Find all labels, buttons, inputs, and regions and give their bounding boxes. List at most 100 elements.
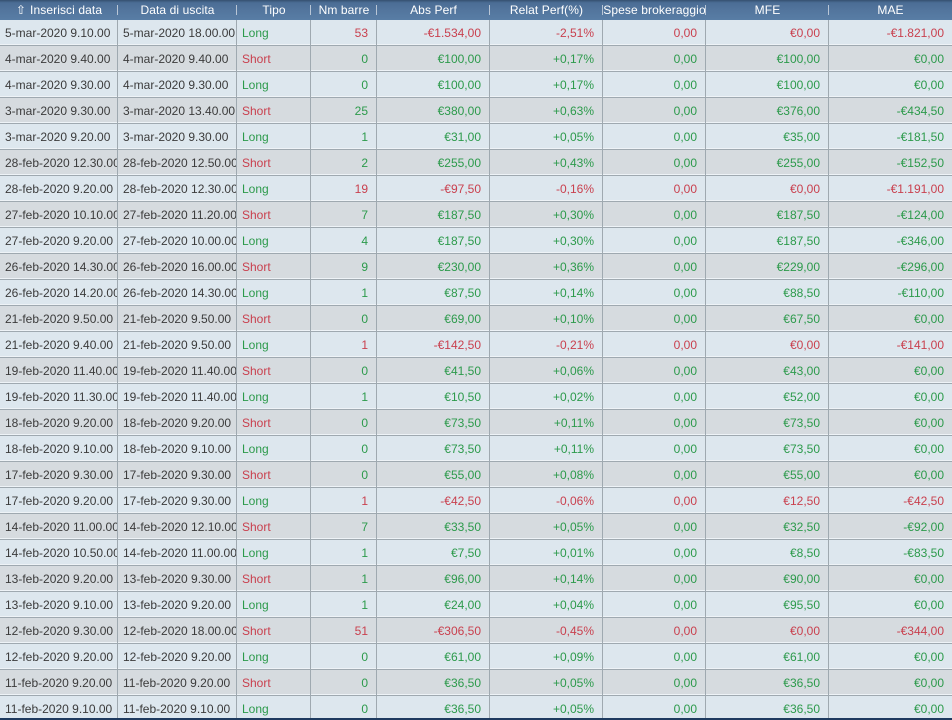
cell-mfe: €100,00 [706, 72, 829, 97]
column-header-rel[interactable]: Relat Perf(%) [490, 0, 603, 20]
cell-tipo: Long [237, 332, 311, 357]
table-row[interactable]: 5-mar-2020 9.10.00 5-mar-2020 18.00.00 Lon… [0, 20, 952, 46]
cell-abs: €24,00 [377, 592, 490, 617]
cell-bars: 1 [311, 488, 377, 513]
table-row[interactable]: 12-feb-2020 9.20.00 12-feb-2020 9.20.00 Lo… [0, 644, 952, 670]
table-row[interactable]: 4-mar-2020 9.40.00 4-mar-2020 9.40.00 Shor… [0, 46, 952, 72]
table-row[interactable]: 18-feb-2020 9.10.00 18-feb-2020 9.10.00 Lo… [0, 436, 952, 462]
cell-exit: 5-mar-2020 18.00.00 [118, 20, 237, 45]
cell-mfe: €187,50 [706, 228, 829, 253]
cell-rel: +0,10% [490, 306, 603, 331]
cell-abs: €100,00 [377, 72, 490, 97]
cell-bars: 0 [311, 696, 377, 718]
column-header-label: Nm barre [318, 3, 370, 17]
cell-rel: +0,14% [490, 566, 603, 591]
cell-mfe: €187,50 [706, 202, 829, 227]
cell-mae: -€92,00 [903, 519, 944, 534]
table-row[interactable]: 28-feb-2020 12.30.00 28-feb-2020 12.50.00… [0, 150, 952, 176]
cell-mae: -€110,00 [897, 285, 944, 300]
column-header-mae[interactable]: MAE [829, 0, 952, 20]
cell-tipo: Long [237, 384, 311, 409]
cell-bars: 0 [311, 306, 377, 331]
table-row[interactable]: 17-feb-2020 9.30.00 17-feb-2020 9.30.00 Sh… [0, 462, 952, 488]
table-row[interactable]: 21-feb-2020 9.40.00 21-feb-2020 9.50.00 Lo… [0, 332, 952, 358]
cell-tipo: Short [237, 202, 311, 227]
cell-exit: 11-feb-2020 9.10.00 [118, 696, 237, 718]
cell-rel: +0,08% [490, 462, 603, 487]
table-row[interactable]: 12-feb-2020 9.30.00 12-feb-2020 18.00.00 S… [0, 618, 952, 644]
table-row[interactable]: 19-feb-2020 11.30.00 19-feb-2020 11.40.00… [0, 384, 952, 410]
cell-mfe: €73,50 [706, 436, 829, 461]
column-header-abs[interactable]: Abs Perf [377, 0, 490, 20]
table-row[interactable]: 19-feb-2020 11.40.00 19-feb-2020 11.40.00… [0, 358, 952, 384]
cell-mae: €0,00 [913, 571, 944, 586]
cell-exit: 18-feb-2020 9.10.00 [118, 436, 237, 461]
table-row[interactable]: 13-feb-2020 9.10.00 13-feb-2020 9.20.00 Lo… [0, 592, 952, 618]
cell-rel: +0,11% [490, 410, 603, 435]
table-row[interactable]: 14-feb-2020 10.50.00 14-feb-2020 11.00.00… [0, 540, 952, 566]
cell-mfe: €95,50 [706, 592, 829, 617]
table-row[interactable]: 11-feb-2020 9.20.00 11-feb-2020 9.20.00 Sh… [0, 670, 952, 696]
cell-exit: 17-feb-2020 9.30.00 [118, 488, 237, 513]
cell-bars: 1 [311, 332, 377, 357]
cell-rel: +0,04% [490, 592, 603, 617]
column-header-tipo[interactable]: Tipo [237, 0, 311, 20]
cell-entry: 17-feb-2020 9.30.00 [0, 462, 118, 487]
cell-bars: 1 [311, 540, 377, 565]
cell-mae: €0,00 [913, 77, 944, 92]
cell-mfe: €0,00 [706, 20, 829, 45]
column-header-fees[interactable]: Spese brokeraggio [603, 0, 706, 20]
table-row[interactable]: 26-feb-2020 14.20.00 26-feb-2020 14.30.00… [0, 280, 952, 306]
cell-mae: €0,00 [913, 363, 944, 378]
cell-exit: 28-feb-2020 12.30.00 [118, 176, 237, 201]
table-row[interactable]: 26-feb-2020 14.30.00 26-feb-2020 16.00.00… [0, 254, 952, 280]
table-row[interactable]: 14-feb-2020 11.00.00 14-feb-2020 12.10.00… [0, 514, 952, 540]
table-row[interactable]: 3-mar-2020 9.20.00 3-mar-2020 9.30.00 Long… [0, 124, 952, 150]
cell-fees: 0,00 [603, 306, 706, 331]
cell-abs: €230,00 [377, 254, 490, 279]
cell-fees: 0,00 [603, 540, 706, 565]
cell-abs: €55,00 [377, 462, 490, 487]
table-row[interactable]: 11-feb-2020 9.10.00 11-feb-2020 9.10.00 Lo… [0, 696, 952, 718]
cell-bars: 53 [311, 20, 377, 45]
cell-abs: €96,00 [377, 566, 490, 591]
column-header-mfe[interactable]: MFE [706, 0, 829, 20]
cell-entry: 11-feb-2020 9.10.00 [0, 696, 118, 718]
cell-mae: €0,00 [913, 51, 944, 66]
table-row[interactable]: 28-feb-2020 9.20.00 28-feb-2020 12.30.00 L… [0, 176, 952, 202]
cell-exit: 26-feb-2020 16.00.00 [118, 254, 237, 279]
cell-rel: +0,05% [490, 124, 603, 149]
cell-exit: 12-feb-2020 18.00.00 [118, 618, 237, 643]
cell-bars: 7 [311, 202, 377, 227]
column-header-label: Spese brokeraggio [603, 3, 706, 17]
cell-abs: €187,50 [377, 202, 490, 227]
cell-bars: 0 [311, 436, 377, 461]
table-row[interactable]: 17-feb-2020 9.20.00 17-feb-2020 9.30.00 Lo… [0, 488, 952, 514]
table-row[interactable]: 21-feb-2020 9.50.00 21-feb-2020 9.50.00 Sh… [0, 306, 952, 332]
cell-mae: €0,00 [913, 389, 944, 404]
table-row[interactable]: 3-mar-2020 9.30.00 3-mar-2020 13.40.00 Sho… [0, 98, 952, 124]
table-row[interactable]: 27-feb-2020 10.10.00 27-feb-2020 11.20.00… [0, 202, 952, 228]
cell-mfe: €36,50 [706, 670, 829, 695]
column-header-label: Abs Perf [410, 3, 457, 17]
cell-entry: 19-feb-2020 11.30.00 [0, 384, 118, 409]
column-header-exit[interactable]: Data di uscita [118, 0, 237, 20]
cell-bars: 2 [311, 150, 377, 175]
cell-tipo: Short [237, 410, 311, 435]
table-row[interactable]: 13-feb-2020 9.20.00 13-feb-2020 9.30.00 Sh… [0, 566, 952, 592]
column-header-entry[interactable]: ⇧ Inserisci data [0, 0, 118, 20]
cell-mae: -€141,00 [896, 337, 944, 352]
column-header-bars[interactable]: Nm barre [311, 0, 377, 20]
cell-mae: -€42,50 [903, 493, 944, 508]
table-row[interactable]: 4-mar-2020 9.30.00 4-mar-2020 9.30.00 Long… [0, 72, 952, 98]
cell-fees: 0,00 [603, 358, 706, 383]
table-row[interactable]: 18-feb-2020 9.20.00 18-feb-2020 9.20.00 Sh… [0, 410, 952, 436]
cell-entry: 26-feb-2020 14.30.00 [0, 254, 118, 279]
cell-rel: +0,14% [490, 280, 603, 305]
cell-mfe: €52,00 [706, 384, 829, 409]
cell-tipo: Short [237, 254, 311, 279]
cell-abs: €187,50 [377, 228, 490, 253]
table-row[interactable]: 27-feb-2020 9.20.00 27-feb-2020 10.00.00 L… [0, 228, 952, 254]
cell-abs: -€42,50 [377, 488, 490, 513]
cell-mfe: €0,00 [706, 618, 829, 643]
